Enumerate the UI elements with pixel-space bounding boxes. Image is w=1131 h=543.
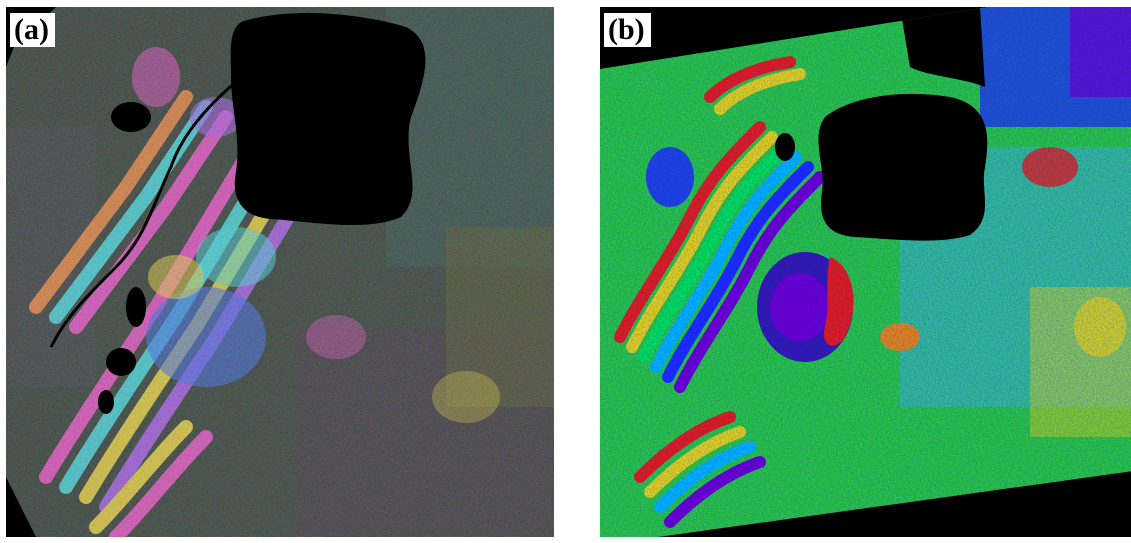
panel-label-b: (b) xyxy=(604,13,651,47)
interferogram-image-a xyxy=(6,7,554,537)
panel-label-a: (a) xyxy=(10,13,55,47)
interferogram-image-b xyxy=(600,7,1131,537)
interferogram-panel-a: (a) xyxy=(6,7,554,537)
interferogram-panel-b: (b) xyxy=(600,7,1131,537)
